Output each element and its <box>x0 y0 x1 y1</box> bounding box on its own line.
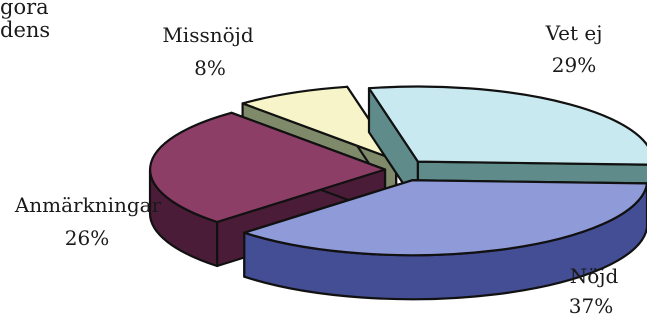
slice-top <box>149 111 387 224</box>
pie-slices <box>148 85 647 301</box>
label-n-jd: Nöjd <box>570 264 619 288</box>
pct-n-jd: 37% <box>569 294 613 318</box>
background-text-line-1: göra <box>0 0 49 19</box>
pct-vet-ej: 29% <box>552 53 596 77</box>
slice-top <box>241 85 398 162</box>
slice-top <box>367 85 647 166</box>
background-text-line-2: dens <box>0 18 51 42</box>
pie-labels: Vet ej 29% Nöjd 37% Anmärkningar 26% Missnöjd 8… <box>14 21 619 318</box>
label-anm-rkningar: Anmärkningar <box>14 193 162 217</box>
pct-anm-rkningar: 26% <box>65 226 109 250</box>
label-missn-jd: Missnöjd <box>162 23 254 47</box>
slice-top <box>243 179 647 257</box>
pct-missn-jd: 8% <box>194 56 226 80</box>
slice-n-jd <box>243 179 647 301</box>
label-vet-ej: Vet ej <box>545 21 603 45</box>
